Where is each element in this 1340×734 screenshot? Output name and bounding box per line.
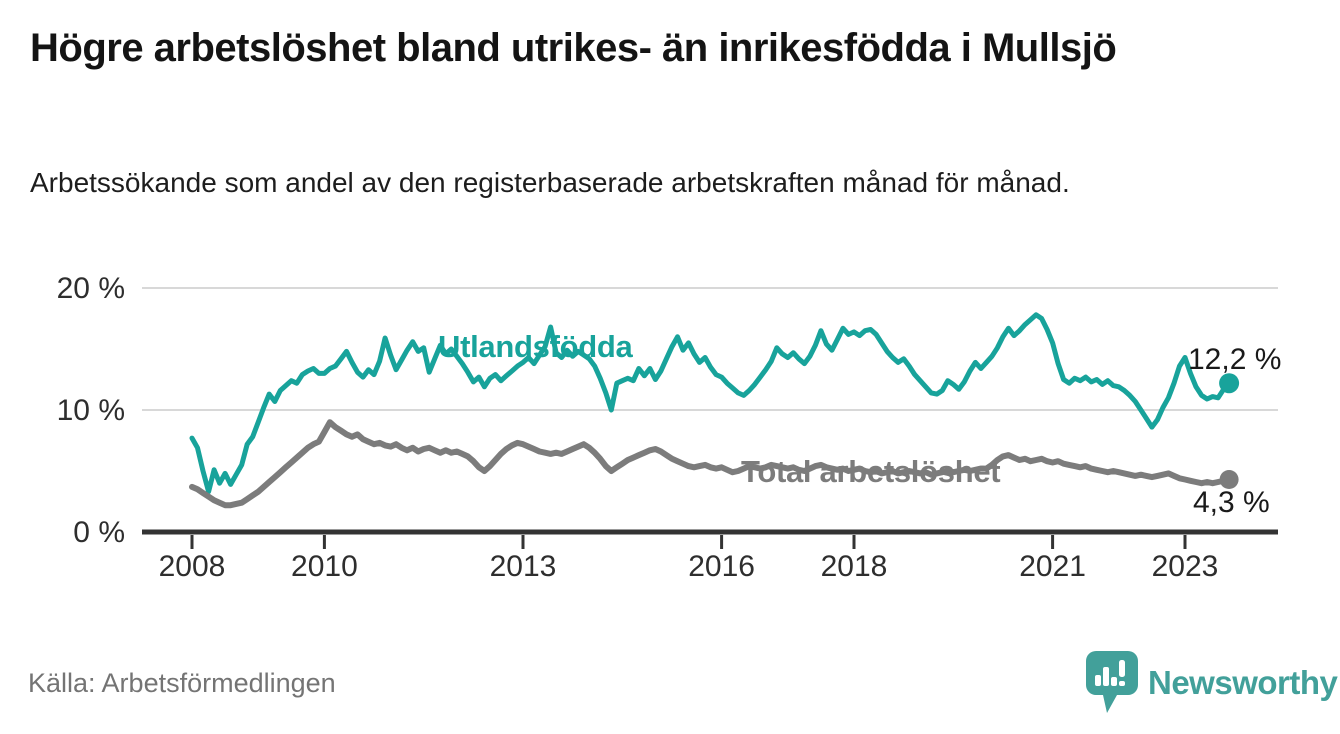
chart-subtitle: Arbetssökande som andel av den registerb… — [30, 167, 1070, 198]
series-end-dot-total-arbetsl-shet — [1219, 470, 1239, 489]
x-axis-tick-label: 2008 — [158, 550, 226, 583]
source-credit: Källa: Arbetsförmedlingen — [28, 668, 336, 698]
x-axis-tick-label: 2021 — [1019, 550, 1086, 583]
newsworthy-wordmark: Newsworthy — [1148, 664, 1338, 701]
newsworthy-logo: Newsworthy — [1086, 651, 1338, 715]
x-axis-tick-label: 2018 — [820, 550, 888, 583]
x-axis-tick-label: 2010 — [291, 550, 358, 583]
bar-3 — [1111, 677, 1117, 686]
page-title: Högre arbetslöshet bland utrikes- än inr… — [30, 26, 1117, 70]
x-axis-tick-label: 2016 — [688, 550, 755, 583]
series-line-utlandsf-dda — [189, 312, 1232, 495]
series-line-total-arbetsl-shet — [189, 419, 1233, 509]
exclamation-dot — [1119, 681, 1125, 686]
y-axis-label-0: 0 % — [73, 516, 125, 549]
y-axis-label-20: 20 % — [56, 272, 125, 305]
series-label-utlandsfodda: Utlandsfödda — [438, 329, 633, 364]
bar-1 — [1095, 675, 1101, 686]
bar-2 — [1103, 667, 1109, 686]
series-label-total-arbetsloshet: Total arbetslöshet — [741, 454, 1001, 489]
series-end-dot-utlandsf-dda — [1219, 373, 1240, 394]
end-value-label-total: 4,3 % — [1193, 486, 1270, 519]
newsworthy-bubble-bar-chart-icon — [1086, 651, 1138, 713]
x-axis-tick-label: 2013 — [489, 550, 557, 583]
end-value-label-utlandsfodda: 12,2 % — [1188, 343, 1282, 376]
x-axis-tick-label: 2023 — [1151, 550, 1219, 583]
exclamation-stem — [1119, 660, 1125, 677]
y-axis-label-10: 10 % — [56, 394, 125, 427]
